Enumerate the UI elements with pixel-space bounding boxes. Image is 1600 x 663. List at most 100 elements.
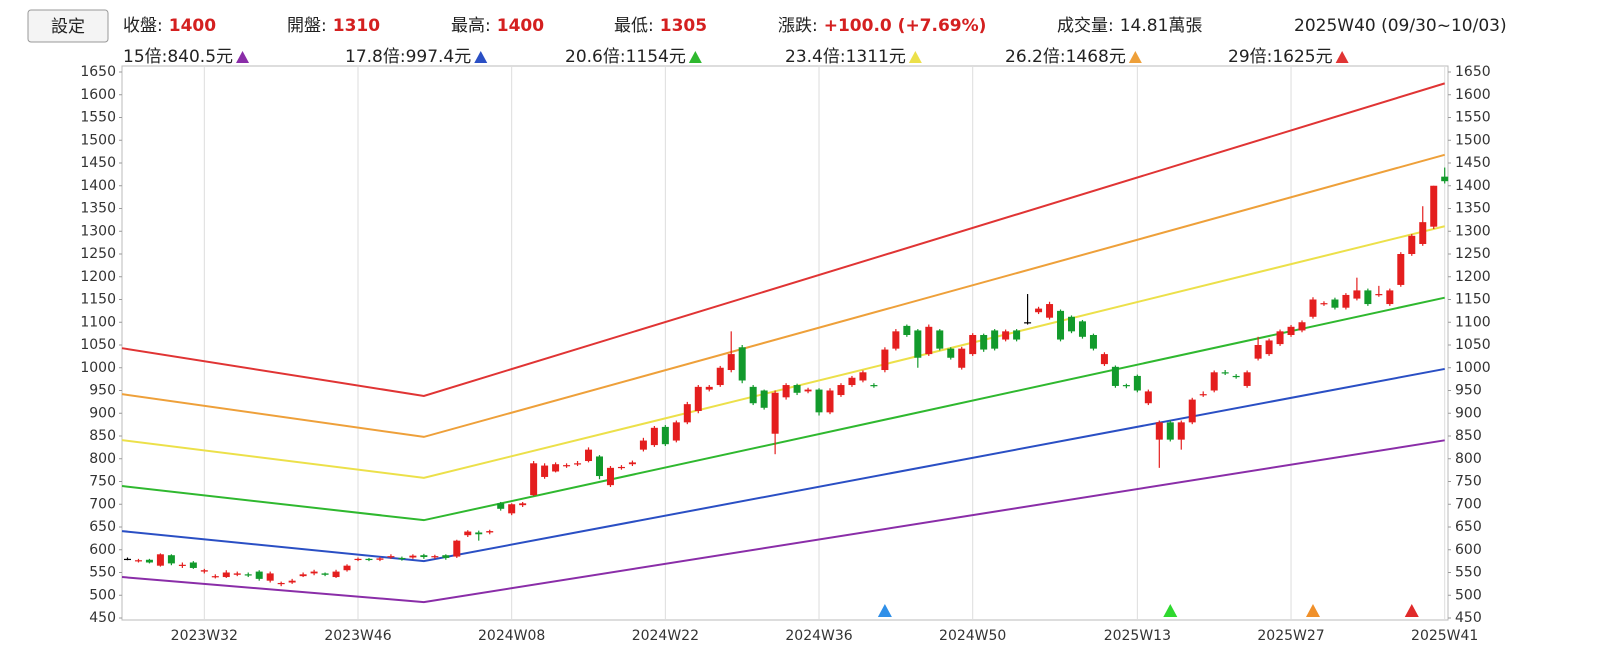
candle-body (617, 466, 625, 469)
settings-button[interactable] (27, 9, 109, 43)
candle-body (431, 556, 439, 558)
candle-body (1089, 334, 1097, 349)
y2-tick-label: 1300 (1455, 223, 1491, 239)
volume-label: 成交量: (1057, 16, 1114, 36)
candle-body (321, 573, 329, 575)
y-tick-label: 1500 (80, 132, 116, 148)
stat-label: 最低: (614, 16, 654, 36)
x-tick-label: 2025W27 (1257, 628, 1324, 644)
y2-tick-label: 650 (1455, 519, 1482, 535)
plot-frame (121, 65, 1449, 621)
candle-body (1046, 304, 1054, 318)
candle-body (793, 385, 801, 393)
candle-body (464, 531, 472, 536)
candle-body (310, 571, 318, 574)
y2-tick-label: 1350 (1455, 201, 1491, 217)
candle-body (1408, 235, 1416, 254)
candle-body (167, 555, 175, 564)
candle-body (134, 560, 142, 562)
candle-body (1100, 354, 1108, 365)
candle-body (1166, 422, 1174, 440)
y2-tick-label: 1000 (1455, 360, 1491, 376)
y2-tick-label: 750 (1455, 474, 1482, 490)
candle-body (947, 348, 955, 358)
candle-body (716, 367, 724, 386)
candle-body (1441, 176, 1449, 182)
legend-triangle (688, 51, 702, 63)
y2-tick-label: 1650 (1455, 64, 1491, 80)
candle-body (1133, 375, 1141, 391)
x-tick-label: 2024W50 (939, 628, 1006, 644)
y-tick-label: 1400 (80, 178, 116, 194)
candle-body (1331, 299, 1339, 308)
y-tick-label: 1300 (80, 223, 116, 239)
candle-body (1002, 331, 1010, 340)
candle-body (628, 462, 636, 465)
candle-body (398, 557, 406, 560)
y-tick-label: 950 (89, 383, 116, 399)
y-tick-label: 1150 (80, 292, 116, 308)
y-tick-label: 600 (89, 542, 116, 558)
candle-body (749, 386, 757, 404)
y-tick-label: 1650 (80, 64, 116, 80)
candle-body (1320, 303, 1328, 305)
x-tick-label: 2025W13 (1104, 628, 1171, 644)
y2-tick-label: 1050 (1455, 337, 1491, 353)
y-tick-label: 1100 (80, 314, 116, 330)
candle-body (859, 372, 867, 381)
candle-body (486, 531, 494, 533)
candle-body (453, 540, 461, 557)
candle-body (606, 467, 614, 486)
y2-tick-label: 1100 (1455, 314, 1491, 330)
candle-body (1111, 366, 1119, 386)
legend-entry: 15倍:840.5元 (123, 47, 233, 67)
y2-tick-label: 1600 (1455, 87, 1491, 103)
candle-body (837, 385, 845, 396)
event-marker (1163, 604, 1178, 617)
candle-body (552, 464, 560, 472)
candle-body (387, 556, 395, 558)
candle-body (1243, 372, 1251, 386)
candle-body (233, 573, 241, 575)
candle-body (782, 385, 790, 398)
candle-body (299, 574, 307, 577)
candle-body (650, 427, 658, 446)
candle-body (1265, 340, 1273, 355)
candle-body (870, 385, 878, 387)
candle-body (145, 559, 153, 563)
candle-body (1144, 391, 1152, 404)
y2-tick-label: 1150 (1455, 292, 1491, 308)
candle-body (1375, 294, 1383, 296)
candle-body (409, 555, 417, 558)
y-tick-label: 1450 (80, 155, 116, 171)
stat-label: 最高: (451, 16, 491, 36)
event-marker (1404, 604, 1419, 617)
candle-body (1232, 375, 1240, 378)
candle-body (585, 449, 593, 462)
candle-body (1067, 316, 1075, 332)
event-marker (1305, 604, 1320, 617)
candle-body (420, 555, 428, 558)
candle-body (1221, 372, 1229, 374)
legend-entry: 29倍:1625元 (1228, 47, 1333, 67)
y2-tick-label: 700 (1455, 496, 1482, 512)
volume-value: 14.81萬張 (1120, 16, 1203, 36)
candle-body (288, 580, 296, 583)
candle-body (1298, 322, 1306, 331)
volume: 成交量: 14.81萬張 (1057, 16, 1202, 36)
legend-entry: 26.2倍:1468元 (1005, 47, 1126, 67)
y-tick-label: 1200 (80, 269, 116, 285)
y2-tick-label: 450 (1455, 610, 1482, 626)
stat-value: 1400 (497, 16, 544, 36)
y2-tick-label: 1200 (1455, 269, 1491, 285)
event-marker (877, 604, 892, 617)
candle-body (211, 576, 219, 578)
candle-body (980, 334, 988, 350)
settings-label[interactable]: 設定 (51, 17, 85, 37)
band-line (121, 225, 1445, 479)
candle-body (1078, 321, 1086, 337)
candle-body (672, 422, 680, 441)
y-tick-label: 1250 (80, 246, 116, 262)
legend-triangle (1335, 51, 1349, 63)
candle-body (639, 440, 647, 450)
